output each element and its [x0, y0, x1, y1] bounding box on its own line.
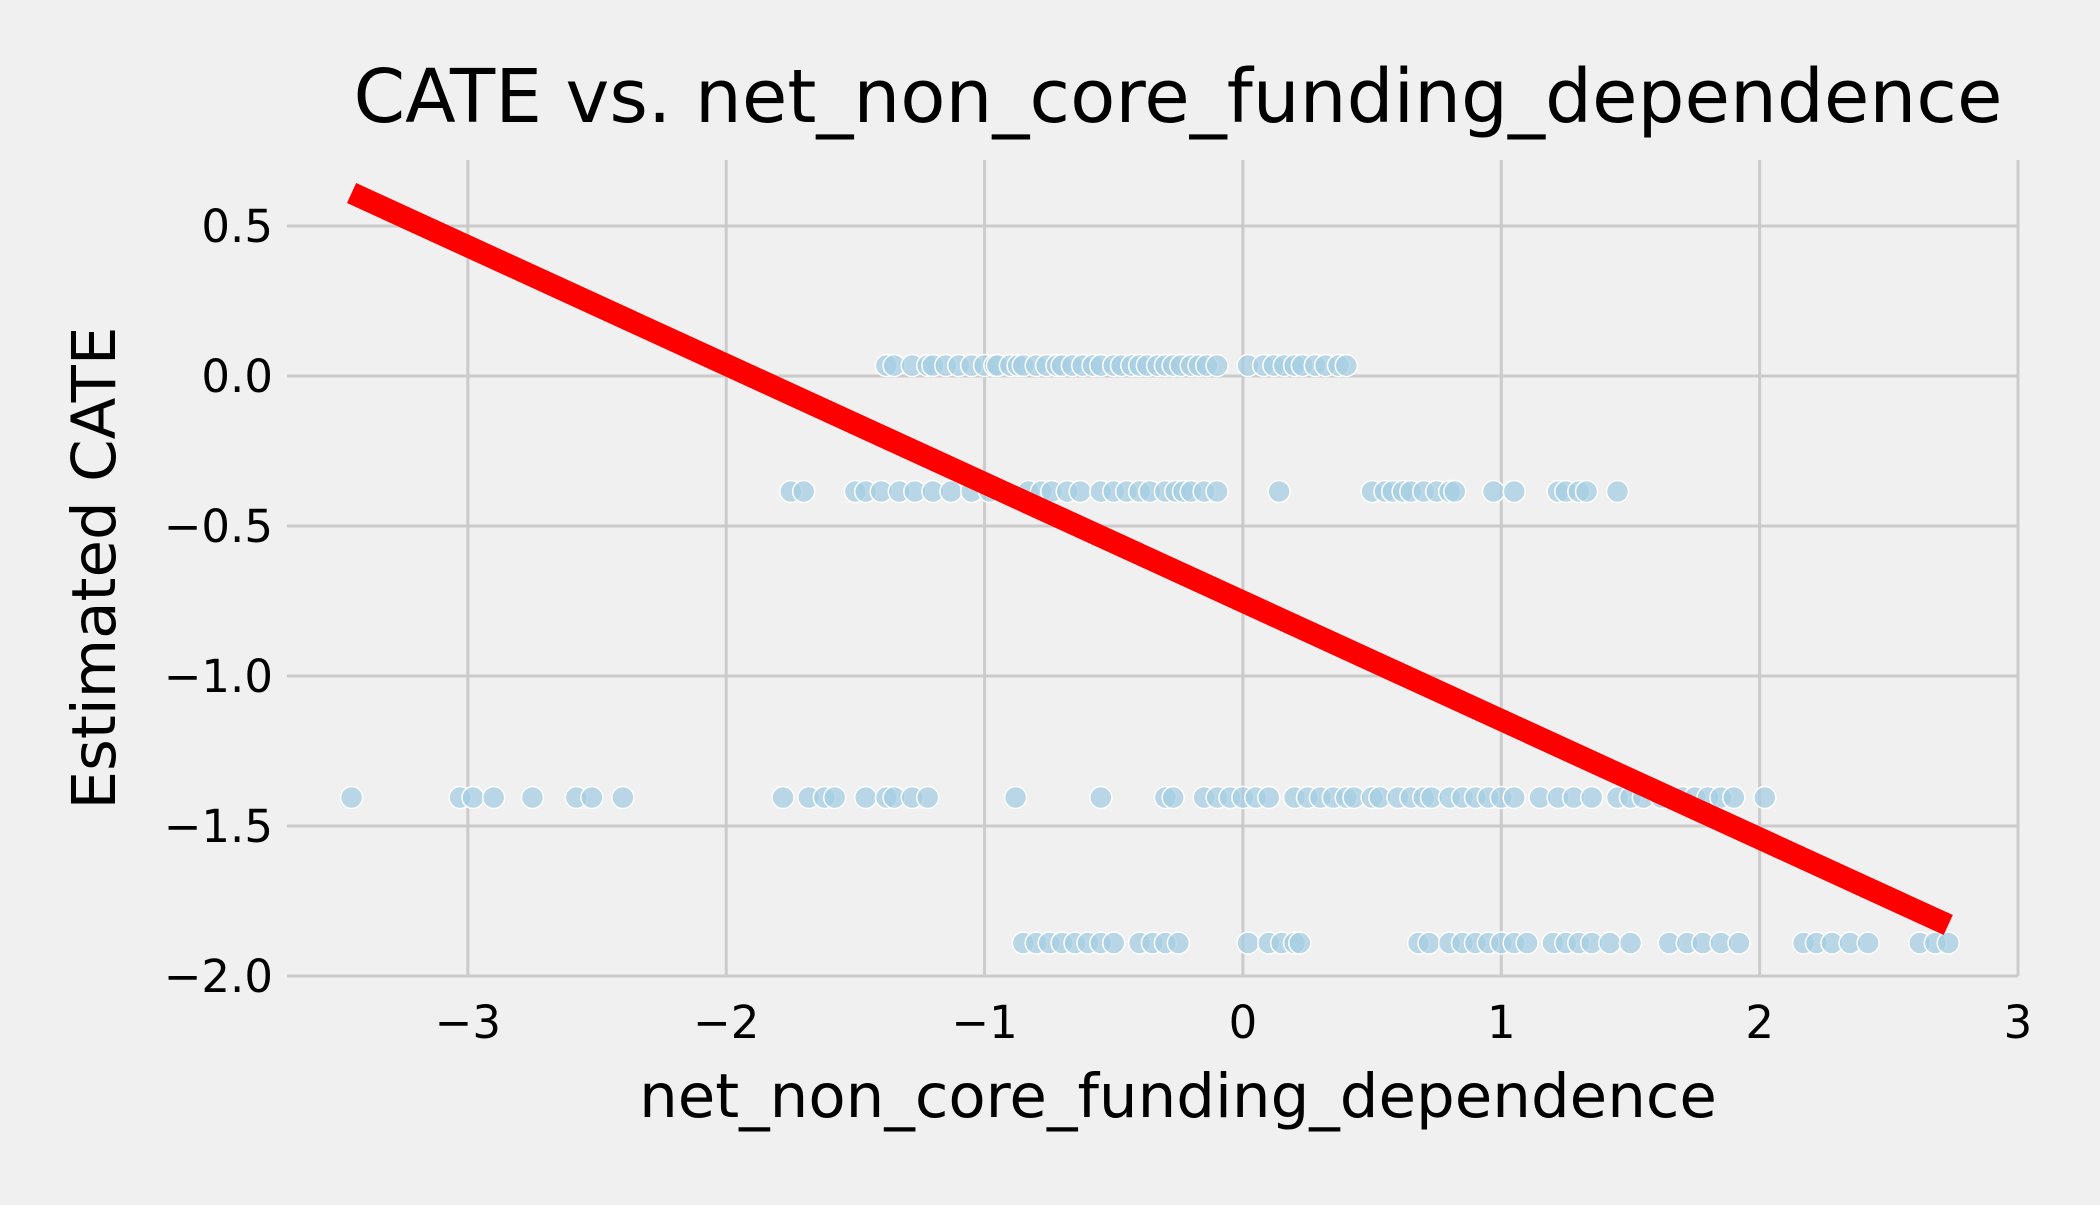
data-point: [1334, 353, 1359, 378]
data-point: [580, 785, 604, 810]
data-point: [1502, 479, 1526, 504]
data-point: [1257, 785, 1281, 810]
y-tick-label: −1.0: [164, 650, 273, 703]
y-axis-label: Estimated CATE: [59, 327, 130, 810]
data-point: [1753, 785, 1777, 810]
data-point: [939, 479, 963, 504]
y-tick-label: 0.5: [201, 200, 273, 253]
x-tick-label: 1: [1487, 996, 1516, 1049]
x-tick-label: −2: [693, 996, 759, 1049]
data-point: [461, 785, 485, 810]
data-point: [1288, 931, 1312, 955]
x-tick-label: −1: [951, 996, 1017, 1049]
data-point: [1481, 479, 1506, 504]
data-point: [520, 785, 545, 810]
tick-labels: −3 −2 −1 0 1 2 3 0.5 0.0 −0.5 −1.0 −1.5 −2.0: [164, 200, 2033, 1049]
chart-title: CATE vs. net_non_core_funding_dependence: [354, 54, 2003, 140]
data-point: [1205, 479, 1229, 504]
data-point: [1727, 931, 1751, 955]
data-point: [1166, 931, 1191, 955]
data-point: [771, 785, 795, 810]
scatter-points: [339, 353, 1960, 955]
x-tick-label: 3: [2004, 996, 2033, 1049]
y-tick-label: −2.0: [164, 950, 273, 1003]
x-axis-label: net_non_core_funding_dependence: [639, 1061, 1717, 1132]
x-tick-label: 0: [1229, 996, 1258, 1049]
data-point: [1205, 353, 1229, 378]
data-point: [1267, 479, 1291, 504]
data-point: [1068, 479, 1092, 504]
data-point: [481, 785, 506, 810]
data-point: [339, 785, 364, 810]
data-point: [1089, 785, 1113, 810]
data-point: [1003, 785, 1028, 810]
y-tick-label: −1.5: [164, 800, 273, 853]
data-point: [791, 479, 816, 504]
data-point: [822, 785, 847, 810]
trend-line: [347, 183, 1953, 935]
x-tick-label: 2: [1745, 996, 1774, 1049]
data-point: [1443, 479, 1467, 504]
data-point: [915, 785, 940, 810]
data-point: [1598, 931, 1622, 955]
data-point: [1236, 931, 1260, 955]
data-point: [1618, 931, 1643, 955]
data-point: [1101, 931, 1126, 955]
data-point: [1936, 931, 1960, 955]
data-point: [1722, 785, 1746, 810]
data-point: [1574, 479, 1599, 504]
data-point: [1579, 785, 1604, 810]
fit-line-layer: [347, 183, 1953, 935]
y-tick-label: −0.5: [164, 500, 273, 553]
data-point: [611, 785, 635, 810]
data-point: [1515, 931, 1539, 955]
data-point: [853, 785, 878, 810]
data-point: [1417, 931, 1441, 955]
data-point: [1856, 931, 1880, 955]
y-tick-label: 0.0: [201, 350, 273, 403]
data-point: [1161, 785, 1185, 810]
data-point: [1605, 479, 1630, 504]
data-point: [1502, 785, 1526, 810]
x-tick-label: −3: [435, 996, 501, 1049]
